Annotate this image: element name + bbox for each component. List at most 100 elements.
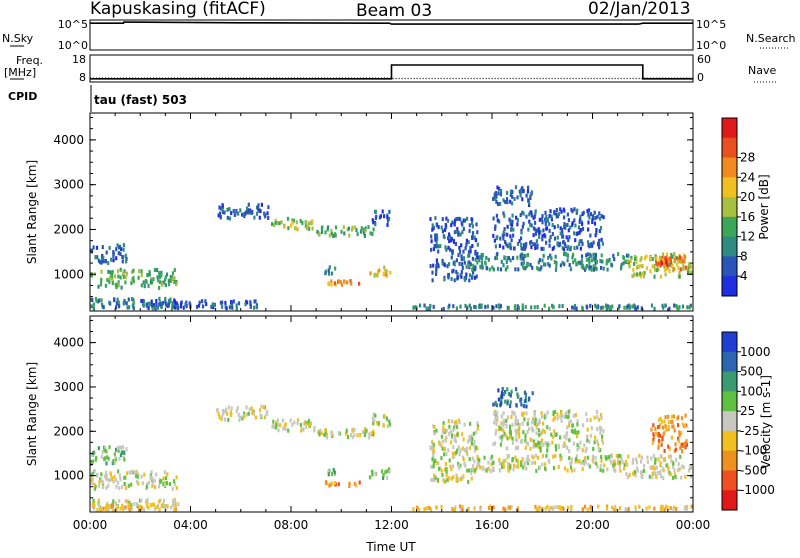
power-cell <box>612 254 614 258</box>
velocity-cell <box>297 421 299 425</box>
velocity-cell <box>613 459 615 463</box>
velocity-xtick-label: 00:00 <box>676 518 711 532</box>
power-cell <box>563 248 565 252</box>
velocity-cell <box>441 473 443 477</box>
velocity-cell <box>582 423 584 427</box>
velocity-cell <box>451 477 453 481</box>
velocity-cell <box>502 387 504 391</box>
velocity-cell <box>619 461 621 465</box>
velocity-cell <box>638 505 640 509</box>
velocity-cell <box>653 507 655 511</box>
power-cell <box>382 210 384 214</box>
velocity-cell <box>559 436 561 440</box>
power-cell <box>525 215 527 219</box>
velocity-cell <box>544 467 546 471</box>
power-cell <box>594 304 596 308</box>
velocity-cell <box>158 500 160 504</box>
power-cell <box>331 272 333 276</box>
velocity-cell <box>227 418 229 422</box>
velocity-xtick-label: 04:00 <box>173 518 208 532</box>
power-cell <box>511 220 513 224</box>
velocity-cell <box>662 426 664 430</box>
velocity-cell <box>577 430 579 434</box>
power-cell <box>370 231 372 235</box>
power-cell <box>522 303 524 307</box>
power-cell <box>93 303 95 307</box>
power-cell <box>573 246 575 250</box>
velocity-cell <box>528 398 530 402</box>
power-cell <box>123 248 125 252</box>
power-cell <box>364 234 366 238</box>
velocity-cell <box>510 415 512 419</box>
velocity-cell <box>541 430 543 434</box>
power-cell <box>105 259 107 263</box>
velocity-cell <box>432 478 434 482</box>
velocity-cell <box>466 469 468 473</box>
power-cell <box>181 301 183 305</box>
power-cell <box>441 226 443 230</box>
velocity-cell <box>446 473 448 477</box>
power-cell <box>157 275 159 279</box>
power-cell <box>123 243 125 247</box>
velocity-cell <box>515 416 517 420</box>
velocity-cell <box>614 505 616 509</box>
velocity-cell <box>541 462 543 466</box>
velocity-cell <box>498 458 500 462</box>
power-cell <box>161 283 163 287</box>
velocity-cell <box>559 454 561 458</box>
power-cell <box>540 265 542 269</box>
power-cell <box>156 268 158 272</box>
velocity-xtick-label: 00:00 <box>73 518 108 532</box>
velocity-cell <box>105 471 107 475</box>
velocity-cell <box>677 468 679 472</box>
power-cell <box>599 259 601 263</box>
power-cell <box>455 242 457 246</box>
velocity-cell <box>596 415 598 419</box>
power-cell <box>451 256 453 260</box>
velocity-cell <box>128 484 130 488</box>
power-cell <box>249 300 251 304</box>
power-cell <box>521 247 523 251</box>
power-cell <box>595 267 597 271</box>
velocity-cell <box>667 415 669 419</box>
velocity-cell <box>553 429 555 433</box>
velocity-cell <box>667 466 669 470</box>
velocity-cell <box>290 419 292 423</box>
power-cell <box>328 282 330 286</box>
velocity-cell <box>525 446 527 450</box>
velocity-cell <box>432 454 434 458</box>
power-cell <box>649 269 651 273</box>
power-cell <box>91 298 93 302</box>
power-cell <box>350 282 352 286</box>
velocity-cell <box>568 438 570 442</box>
velocity-cell <box>675 448 677 452</box>
power-cell <box>478 258 480 262</box>
power-cell <box>593 268 595 272</box>
velocity-cell <box>562 444 564 448</box>
freq-panel: Freq. [MHz] 18 8 60 0 Nave <box>4 53 776 84</box>
power-cell <box>586 209 588 213</box>
power-cell <box>228 207 230 211</box>
velocity-cell <box>659 470 661 474</box>
power-cell <box>538 231 540 235</box>
power-cell <box>593 257 595 261</box>
power-cell <box>576 307 578 311</box>
velocity-cell <box>112 499 114 503</box>
power-cell <box>572 260 574 264</box>
velocity-cell <box>672 507 674 511</box>
power-cell <box>180 304 182 308</box>
power-cell <box>527 228 529 232</box>
power-cell <box>445 223 447 227</box>
velocity-cell <box>595 462 597 466</box>
power-colorbar-tick-label: 8 <box>740 249 748 263</box>
velocity-cell <box>657 457 659 461</box>
velocity-cell <box>517 446 519 450</box>
velocity-cell <box>623 466 625 470</box>
velocity-colorbar-label: Velocity [m s-1] <box>759 375 773 469</box>
power-cell <box>676 306 678 310</box>
velocity-cell <box>291 423 293 427</box>
power-cell <box>636 266 638 270</box>
velocity-cell <box>670 472 672 476</box>
velocity-cell <box>146 485 148 489</box>
